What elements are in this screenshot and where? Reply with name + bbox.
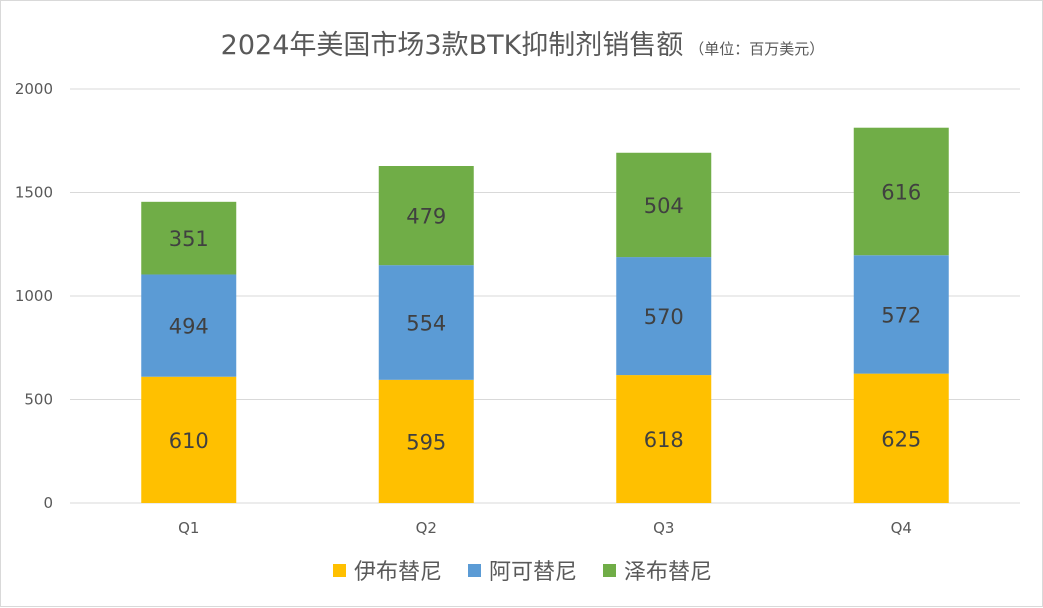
legend-item: 泽布替尼 <box>603 554 712 586</box>
data-label: 616 <box>881 180 921 204</box>
legend-label: 伊布替尼 <box>353 560 442 585</box>
y-tick-label: 2000 <box>15 80 53 98</box>
data-label: 618 <box>644 428 684 452</box>
bar-segment <box>853 255 949 374</box>
legend-swatch <box>603 563 616 577</box>
bar-segment <box>616 257 712 376</box>
y-axis-ticks: 0 500 1000 1500 2000 <box>15 80 53 512</box>
bar-segment <box>378 379 474 503</box>
x-tick-label: Q3 <box>653 519 674 537</box>
bar-segment <box>616 152 712 258</box>
data-label: 595 <box>406 430 446 454</box>
bar-segment <box>378 166 474 266</box>
x-tick-label: Q2 <box>416 519 437 537</box>
x-axis-ticks: Q1 Q2 Q3 Q4 <box>178 519 912 537</box>
bar-segment <box>853 127 949 256</box>
data-label: 351 <box>169 227 209 251</box>
bar-segment <box>141 201 237 275</box>
bar-segment <box>378 265 474 380</box>
chart-title-block: 2024年美国市场3款BTK抑制剂销售额 （单位：百万美元） <box>1 23 1043 62</box>
chart-subtitle: （单位：百万美元） <box>689 40 825 58</box>
data-label: 554 <box>406 311 446 335</box>
legend: 伊布替尼 阿可替尼 泽布替尼 <box>1 554 1043 586</box>
data-label: 625 <box>881 427 921 451</box>
data-label: 610 <box>169 429 209 453</box>
bar-segment <box>616 375 712 503</box>
y-tick-label: 0 <box>43 494 53 512</box>
legend-label: 阿可替尼 <box>488 560 577 585</box>
legend-item: 伊布替尼 <box>332 554 442 586</box>
y-tick-label: 500 <box>24 391 53 409</box>
data-label: 504 <box>644 194 684 218</box>
chart-title: 2024年美国市场3款BTK抑制剂销售额 <box>220 30 684 61</box>
x-tick-label: Q4 <box>891 519 912 537</box>
data-label: 479 <box>406 205 446 229</box>
legend-label: 泽布替尼 <box>624 560 713 585</box>
legend-item: 阿可替尼 <box>467 554 577 586</box>
data-label: 572 <box>881 303 921 327</box>
y-tick-label: 1500 <box>15 184 53 202</box>
bars: 610 494 351 595 554 479 618 570 504 625 572 616 <box>141 127 949 503</box>
data-label: 570 <box>644 305 684 329</box>
x-tick-label: Q1 <box>178 519 199 537</box>
data-label: 494 <box>169 315 209 339</box>
bar-segment <box>141 376 237 503</box>
bar-segment <box>853 373 949 503</box>
legend-swatch <box>467 563 481 577</box>
legend-swatch <box>332 563 346 577</box>
bar-segment <box>141 274 237 377</box>
y-tick-label: 1000 <box>15 287 53 305</box>
